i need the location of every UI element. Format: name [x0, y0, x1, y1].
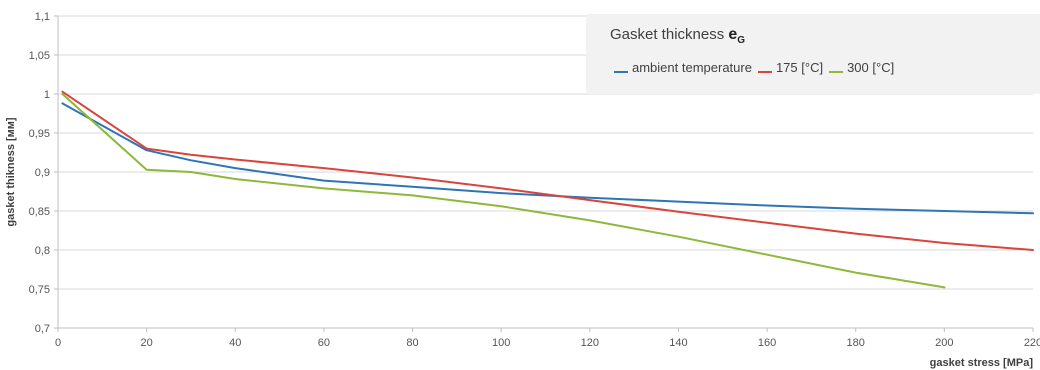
series-line-0 [61, 102, 1034, 215]
y-axis-title: gasket thikness [мм] [5, 117, 17, 227]
legend-title-text: Gasket thickness [610, 26, 729, 43]
series-lines [61, 90, 1034, 289]
y-tick-label: 0,85 [29, 206, 50, 218]
x-tick-labels: 0 20 40 60 80 100 120 140 160 180 200 220 [55, 328, 1040, 349]
x-tick-label: 40 [229, 337, 241, 349]
x-tick-label: 0 [55, 337, 61, 349]
legend-label-ambient: ambient temperature [632, 60, 752, 75]
legend-item-ambient: ambient temperature [614, 60, 752, 75]
x-tick-label: 200 [935, 337, 953, 349]
legend-item-175: 175 [°C] [757, 60, 824, 75]
x-tick-label: 80 [406, 337, 418, 349]
x-tick-label: 180 [847, 337, 865, 349]
y-tick-label: 0,75 [29, 284, 50, 296]
y-tick-label: 1,05 [29, 50, 50, 62]
x-tick-label: 120 [581, 337, 599, 349]
x-tick-label: 140 [669, 337, 687, 349]
x-tick-label: 160 [758, 337, 776, 349]
gridlines [58, 15, 1033, 290]
x-tick-label: 60 [318, 337, 330, 349]
legend-label-300: 300 [°C] [847, 60, 895, 75]
legend-swatch-175 [757, 70, 772, 73]
y-tick-label: 1,1 [35, 11, 50, 23]
x-axis-title: gasket stress [MPa] [930, 357, 1034, 369]
y-tick-label: 0,9 [35, 167, 50, 179]
series-line-1 [61, 90, 1034, 251]
y-tick-labels: 0,7 0,75 0,8 0,85 0,9 0,95 1 1,05 1,1 [29, 11, 58, 335]
x-tick-label: 100 [492, 337, 510, 349]
legend-title-subscript: G [737, 35, 746, 46]
legend-title-symbol: e [728, 26, 738, 43]
y-tick-label: 0,7 [35, 323, 50, 335]
series-line-2 [61, 93, 946, 289]
x-tick-label: 20 [141, 337, 153, 349]
x-tick-label: 220 [1024, 337, 1040, 349]
legend-swatch-300 [829, 70, 844, 73]
legend-item-300: 300 [°C] [829, 60, 894, 75]
legend-label-175: 175 [°C] [775, 60, 824, 75]
y-tick-label: 0,8 [35, 245, 50, 257]
y-tick-label: 1 [44, 89, 50, 101]
legend-items: ambient temperature 175 [°C] 300 [°C] [614, 60, 900, 75]
y-tick-label: 0,95 [29, 128, 50, 140]
legend: Gasket thickness eG ambient temperature … [586, 14, 1040, 94]
legend-swatch-ambient [614, 70, 628, 73]
legend-title: Gasket thickness eG [610, 26, 745, 46]
